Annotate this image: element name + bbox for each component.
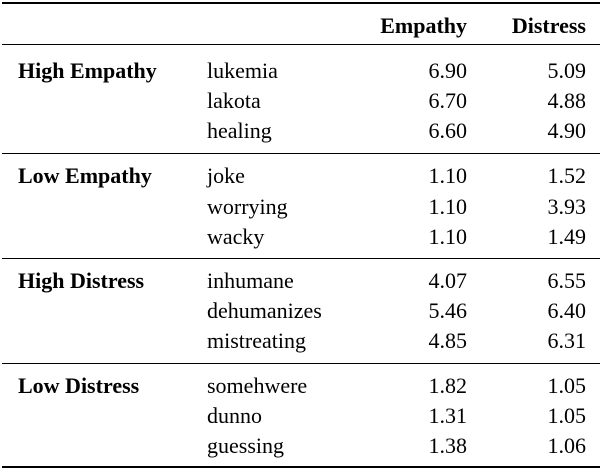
word-cell: mistreating xyxy=(207,328,306,353)
group-label: High Distress xyxy=(18,268,145,293)
distress-cell: 3.93 xyxy=(547,194,587,219)
distress-cell: 4.90 xyxy=(547,118,587,143)
empathy-cell: 6.60 xyxy=(428,118,468,143)
word-cell: lukemia xyxy=(207,58,278,83)
empathy-cell: 1.10 xyxy=(428,163,468,188)
word-cell: guessing xyxy=(207,433,284,458)
group-rule xyxy=(2,153,600,154)
distress-cell: 5.09 xyxy=(547,58,587,83)
distress-cell: 1.52 xyxy=(547,163,587,188)
word-cell: dehumanizes xyxy=(207,298,322,323)
empathy-cell: 5.46 xyxy=(428,298,468,323)
distress-cell: 1.05 xyxy=(547,373,587,398)
empathy-cell: 1.10 xyxy=(428,194,468,219)
distress-cell: 1.06 xyxy=(547,433,587,458)
word-cell: worrying xyxy=(207,194,288,219)
empathy-cell: 4.07 xyxy=(428,268,468,293)
word-cell: lakota xyxy=(207,88,261,113)
empathy-cell: 1.31 xyxy=(428,403,468,428)
empathy-cell: 6.90 xyxy=(428,58,468,83)
distress-cell: 4.88 xyxy=(547,88,587,113)
group-label: Low Distress xyxy=(18,373,140,398)
distress-cell: 1.05 xyxy=(547,403,587,428)
empathy-cell: 4.85 xyxy=(428,328,468,353)
distress-cell: 6.40 xyxy=(547,298,587,323)
header-rule xyxy=(2,44,600,45)
empathy-cell: 1.82 xyxy=(428,373,468,398)
header-empathy: Empathy xyxy=(380,13,467,38)
distress-cell: 1.49 xyxy=(547,224,587,249)
group-rule xyxy=(2,258,600,259)
empathy-cell: 1.10 xyxy=(428,224,468,249)
group-label: Low Empathy xyxy=(18,163,152,188)
word-cell: inhumane xyxy=(207,268,294,293)
group-label: High Empathy xyxy=(18,58,157,83)
group-rule xyxy=(2,363,600,364)
word-cell: joke xyxy=(207,163,245,188)
bottom-rule xyxy=(2,466,600,468)
word-cell: healing xyxy=(207,118,272,143)
empathy-cell: 6.70 xyxy=(428,88,468,113)
word-cell: dunno xyxy=(207,403,262,428)
distress-cell: 6.31 xyxy=(547,328,587,353)
top-rule xyxy=(2,2,600,4)
header-distress: Distress xyxy=(511,13,586,38)
empathy-cell: 1.38 xyxy=(428,433,468,458)
distress-cell: 6.55 xyxy=(547,268,587,293)
word-cell: wacky xyxy=(207,224,265,249)
word-cell: somehwere xyxy=(207,373,308,398)
